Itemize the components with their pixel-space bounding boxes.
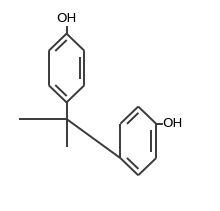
Text: OH: OH	[56, 12, 77, 25]
Text: OH: OH	[163, 117, 183, 130]
